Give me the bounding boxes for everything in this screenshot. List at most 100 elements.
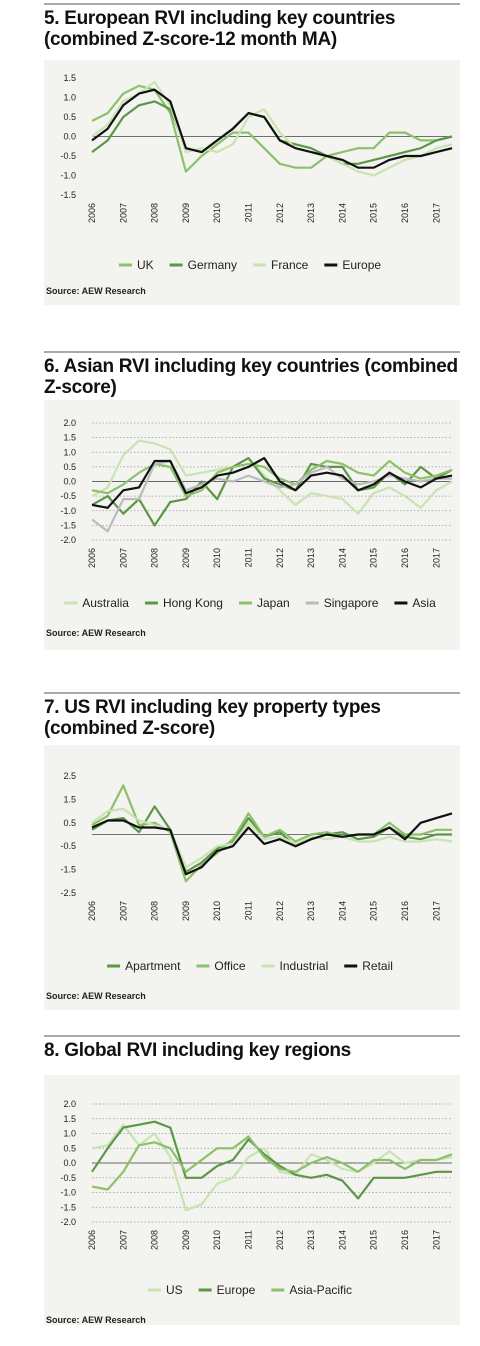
y-tick-label: -1.0 xyxy=(60,506,76,516)
source-note: Source: AEW Research xyxy=(46,286,146,296)
x-tick-label: 2012 xyxy=(275,1230,285,1250)
y-tick-label: -1.5 xyxy=(60,865,76,875)
x-tick-label: 2008 xyxy=(150,548,160,568)
y-tick-label: 0.0 xyxy=(63,132,76,142)
x-tick-label: 2011 xyxy=(244,1230,254,1249)
chart-panel xyxy=(44,60,460,305)
x-tick-label: 2016 xyxy=(400,548,410,568)
x-tick-label: 2015 xyxy=(369,901,379,921)
x-tick-label: 2009 xyxy=(181,1230,191,1250)
x-tick-label: 2007 xyxy=(118,1230,128,1250)
series-line xyxy=(91,88,453,169)
legend-label: Australia xyxy=(82,596,129,610)
chart-title: 8. Global RVI including key regions xyxy=(44,1040,351,1061)
x-tick-label: 2010 xyxy=(212,203,222,223)
x-tick-label: 2011 xyxy=(244,203,254,222)
legend-label: Europe xyxy=(342,258,381,272)
legend-label: France xyxy=(271,258,309,272)
y-tick-label: -2.0 xyxy=(60,535,76,545)
x-tick-label: 2014 xyxy=(337,901,347,921)
chart-title: 5. European RVI including key countries … xyxy=(44,8,396,50)
x-tick-label: 2013 xyxy=(306,901,316,921)
legend-label: US xyxy=(166,1283,183,1297)
chart-title: 6. Asian RVI including key countries (co… xyxy=(44,356,458,398)
y-tick-label: 1.5 xyxy=(63,1114,76,1124)
chart-panel xyxy=(44,745,460,1010)
x-tick-label: 2012 xyxy=(275,203,285,223)
y-tick-label: 2.0 xyxy=(63,1099,76,1109)
legend-label: Apartment xyxy=(125,959,181,973)
x-tick-label: 2006 xyxy=(87,1230,97,1250)
x-tick-label: 2016 xyxy=(400,1230,410,1250)
legend-label: Industrial xyxy=(280,959,329,973)
x-tick-label: 2010 xyxy=(212,1230,222,1250)
y-tick-label: -0.5 xyxy=(60,491,76,501)
x-tick-label: 2017 xyxy=(431,901,441,921)
x-tick-label: 2006 xyxy=(87,548,97,568)
x-tick-label: 2015 xyxy=(369,548,379,568)
x-tick-label: 2017 xyxy=(431,1230,441,1250)
x-tick-label: 2010 xyxy=(212,901,222,921)
x-tick-label: 2007 xyxy=(118,203,128,223)
series-line xyxy=(91,1135,453,1191)
legend-label: Singapore xyxy=(324,596,379,610)
y-tick-label: -1.5 xyxy=(60,190,76,200)
x-tick-label: 2009 xyxy=(181,548,191,568)
x-tick-label: 2008 xyxy=(150,901,160,921)
series-line xyxy=(91,457,453,509)
x-tick-label: 2006 xyxy=(87,901,97,921)
y-tick-label: -1.0 xyxy=(60,171,76,181)
y-tick-label: 1.0 xyxy=(63,93,76,103)
x-tick-label: 2016 xyxy=(400,203,410,223)
x-tick-label: 2011 xyxy=(244,901,254,920)
y-tick-label: -0.5 xyxy=(60,151,76,161)
y-tick-label: 2.0 xyxy=(63,418,76,428)
legend-label: UK xyxy=(137,258,154,272)
series-line xyxy=(91,80,453,177)
source-note: Source: AEW Research xyxy=(46,991,146,1001)
legend-label: Retail xyxy=(362,959,393,973)
series-line xyxy=(91,459,452,533)
x-tick-label: 2009 xyxy=(181,901,191,921)
y-tick-label: 1.5 xyxy=(63,433,76,443)
legend-label: Hong Kong xyxy=(163,596,223,610)
y-tick-label: 1.5 xyxy=(63,73,76,83)
x-tick-label: 2010 xyxy=(212,548,222,568)
y-tick-label: -2.0 xyxy=(60,1217,76,1227)
legend-label: Europe xyxy=(217,1283,256,1297)
legend-label: Office xyxy=(214,959,245,973)
series-line xyxy=(91,812,453,876)
x-tick-label: 2014 xyxy=(337,203,347,223)
x-tick-label: 2017 xyxy=(431,203,441,223)
x-tick-label: 2013 xyxy=(306,1230,316,1250)
x-tick-label: 2012 xyxy=(275,901,285,921)
series-line xyxy=(91,1120,452,1200)
legend-label: Germany xyxy=(188,258,237,272)
series-line xyxy=(91,784,452,883)
series-line xyxy=(91,439,453,515)
y-tick-label: 0.0 xyxy=(63,477,76,487)
series-line xyxy=(91,84,453,173)
x-tick-label: 2017 xyxy=(431,548,441,568)
x-tick-label: 2015 xyxy=(369,203,379,223)
x-tick-label: 2014 xyxy=(337,548,347,568)
y-tick-label: -1.5 xyxy=(60,520,76,530)
chart-panel xyxy=(44,1075,460,1325)
x-tick-label: 2013 xyxy=(306,548,316,568)
x-tick-label: 2014 xyxy=(337,1230,347,1250)
legend-label: Japan xyxy=(257,596,290,610)
y-tick-label: 0.5 xyxy=(63,112,76,122)
chart-title: 7. US RVI including key property types (… xyxy=(44,697,381,739)
y-tick-label: -2.5 xyxy=(60,888,76,898)
y-tick-label: 0.5 xyxy=(63,818,76,828)
y-tick-label: 1.0 xyxy=(63,447,76,457)
x-tick-label: 2012 xyxy=(275,548,285,568)
legend-label: Asia-Pacific xyxy=(289,1283,352,1297)
y-tick-label: 2.5 xyxy=(63,771,76,781)
x-tick-label: 2016 xyxy=(400,901,410,921)
x-tick-label: 2009 xyxy=(181,203,191,223)
x-tick-label: 2007 xyxy=(118,548,128,568)
x-tick-label: 2011 xyxy=(244,548,254,567)
y-tick-label: -1.5 xyxy=(60,1202,76,1212)
